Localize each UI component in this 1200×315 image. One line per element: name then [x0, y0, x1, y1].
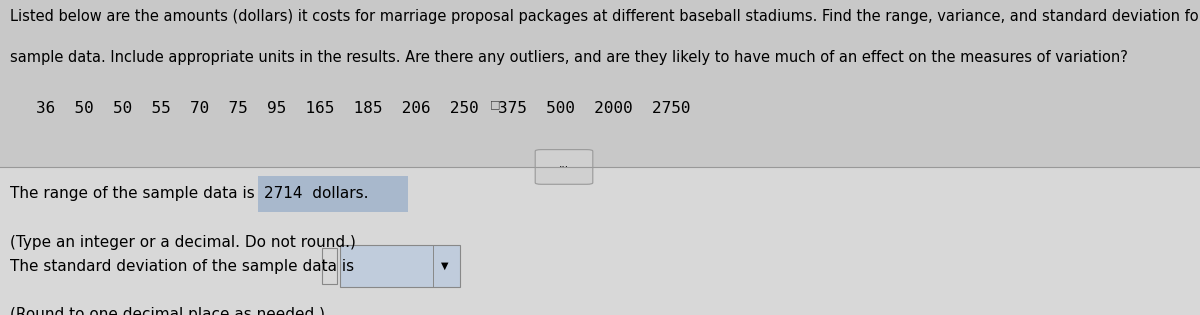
Text: (Round to one decimal place as needed.): (Round to one decimal place as needed.): [10, 307, 324, 315]
Text: sample data. Include appropriate units in the results. Are there any outliers, a: sample data. Include appropriate units i…: [10, 50, 1128, 66]
Bar: [0, 0, 1200, 167]
Text: ···: ···: [559, 162, 569, 172]
Text: (Type an integer or a decimal. Do not round.): (Type an integer or a decimal. Do not ro…: [10, 235, 355, 250]
Text: 36  50  50  55  70  75  95  165  185  206  250  375  500  2000  2750: 36 50 50 55 70 75 95 165 185 206 250 375…: [36, 101, 690, 116]
Bar: [0, 167, 1200, 315]
Text: 2714  dollars.: 2714 dollars.: [264, 186, 368, 201]
Text: ▼: ▼: [442, 261, 449, 271]
Text: The range of the sample data is: The range of the sample data is: [10, 186, 259, 201]
Text: The standard deviation of the sample data is: The standard deviation of the sample dat…: [10, 259, 354, 274]
FancyBboxPatch shape: [535, 150, 593, 184]
Text: □: □: [490, 99, 500, 109]
Bar: [340, 245, 460, 287]
Bar: [258, 176, 408, 212]
Bar: [322, 248, 337, 284]
Text: Listed below are the amounts (dollars) it costs for marriage proposal packages a: Listed below are the amounts (dollars) i…: [10, 9, 1200, 25]
